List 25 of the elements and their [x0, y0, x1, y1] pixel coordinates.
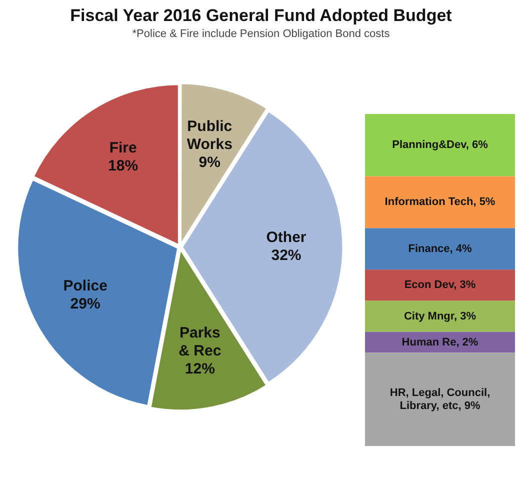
data-label: HR, Legal, Council, Library, etc, 9% — [390, 386, 490, 412]
data-label: 32% — [271, 247, 302, 264]
bar — [365, 270, 515, 301]
chart-subtitle: *Police & Fire include Pension Obligation Bond costs — [131, 28, 391, 40]
slice-label: Other — [266, 229, 306, 246]
bar — [365, 176, 515, 228]
data-label: City Mngr, 3% — [404, 310, 476, 322]
bar — [365, 228, 515, 270]
slice-label: Fire — [109, 139, 137, 156]
data-label: 9% — [198, 154, 220, 172]
slice-label: Police — [63, 277, 108, 294]
data-label: 18% — [108, 157, 138, 174]
data-label: Human Re, 2% — [402, 336, 478, 348]
slice-label: Parks & Rec — [178, 324, 222, 360]
slice-label: Public Works — [186, 118, 232, 154]
data-label: 29% — [70, 295, 100, 312]
data-label: Finance, 4% — [408, 242, 472, 255]
data-label: 12% — [184, 360, 215, 378]
bar — [365, 114, 515, 176]
chart-title: Fiscal Year 2016 General Fund Adopted Budget — [69, 6, 453, 26]
data-label: Planning&Dev, 6% — [392, 139, 488, 152]
bar — [365, 300, 515, 332]
data-label: Econ Dev, 3% — [404, 279, 476, 292]
bar — [365, 352, 515, 446]
data-label: Information Tech, 5% — [384, 196, 496, 208]
